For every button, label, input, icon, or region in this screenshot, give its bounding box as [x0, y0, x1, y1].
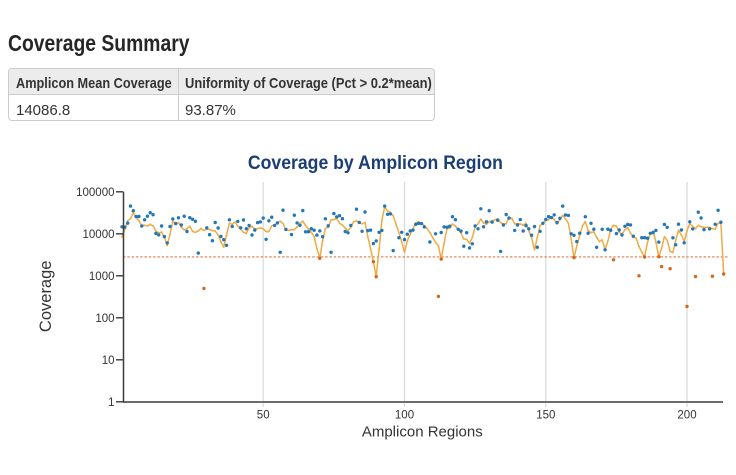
svg-text:Coverage: Coverage [37, 261, 55, 333]
svg-text:50: 50 [257, 409, 270, 421]
svg-text:100: 100 [395, 409, 414, 421]
svg-text:10000: 10000 [83, 229, 115, 241]
svg-text:10: 10 [102, 355, 115, 367]
svg-text:150: 150 [536, 409, 555, 421]
svg-text:200: 200 [677, 409, 696, 421]
svg-text:1000: 1000 [89, 271, 115, 283]
svg-text:100: 100 [95, 313, 114, 325]
svg-text:1: 1 [108, 397, 114, 409]
svg-text:100000: 100000 [76, 187, 114, 199]
svg-text:Amplicon Regions: Amplicon Regions [362, 424, 483, 441]
